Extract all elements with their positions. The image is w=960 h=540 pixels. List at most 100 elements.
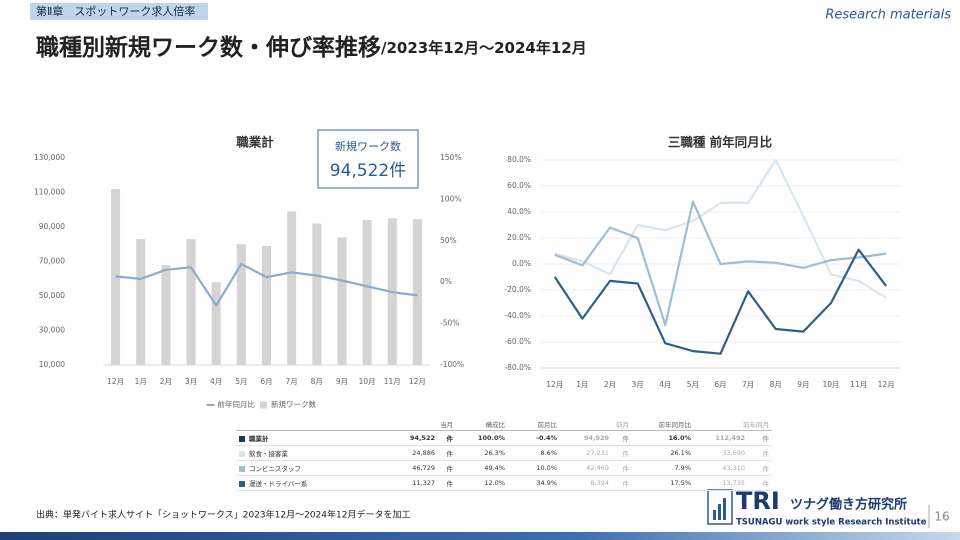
cell-text: 件 — [762, 465, 770, 473]
bar — [412, 219, 422, 365]
table-cell: 職業計 — [236, 430, 386, 446]
bar — [337, 237, 347, 365]
y-tick-label: -20.0% — [504, 285, 531, 294]
y-tick-label: 90,000 — [39, 222, 65, 231]
title: 職種別新規ワーク数・伸び率推移/2023年12月～2024年12月 — [36, 34, 587, 61]
cell-text: 49.4% — [484, 464, 505, 472]
table-cell: 43,310 — [694, 460, 748, 476]
bar — [287, 211, 297, 365]
th: 当月 — [386, 418, 456, 431]
table-cell: -0.4% — [508, 430, 560, 446]
table-cell: 42,469 — [560, 460, 612, 476]
x-tick-label: 10月 — [359, 377, 376, 386]
section-label: 第Ⅱ章 スポットワーク求人倍率 — [36, 4, 195, 18]
table-cell: 12.0% — [456, 475, 508, 491]
table-cell: 運送・ドライバー系 — [236, 475, 386, 491]
table-cell: 13,735 — [694, 475, 748, 491]
callout-label: 新規ワーク数 — [335, 139, 401, 153]
cell-text: 16.0% — [668, 434, 691, 442]
callout-value: 94,522件 — [330, 161, 406, 181]
x-tick-label: 6月 — [260, 377, 272, 386]
cell-text: 24,886 — [412, 449, 435, 457]
logo-en: TSUNAGU work style Research Institute — [736, 518, 927, 528]
x-tick-label: 8月 — [770, 380, 782, 389]
y2-tick-label: -50% — [440, 319, 459, 328]
cell-text: 11,327 — [412, 479, 435, 487]
table-cell: 件 — [748, 475, 772, 491]
cell-text: 26.3% — [484, 449, 505, 457]
table-cell: 16.0% — [632, 430, 694, 446]
x-tick-label: 12月 — [546, 380, 563, 389]
cell-text: コンビニスタッフ — [249, 465, 301, 473]
cell-text: 件 — [762, 435, 770, 443]
bar — [261, 245, 272, 365]
table-cell: 11,327 — [386, 475, 438, 491]
cell-text: 職業計 — [249, 435, 269, 443]
table-cell: 17.5% — [632, 475, 694, 491]
cell-text: 10.0% — [536, 464, 557, 472]
table-cell: 件 — [438, 475, 456, 491]
table-cell: 94,522 — [386, 430, 438, 446]
table-cell: 100.0% — [456, 430, 508, 446]
x-tick-label: 1月 — [135, 377, 147, 386]
table-cell: 件 — [748, 445, 772, 461]
y-tick-label: 10,000 — [39, 360, 65, 369]
title-period: /2023年12月～2024年12月 — [381, 39, 587, 57]
x-tick-label: 3月 — [632, 380, 644, 389]
cell-text: 43,310 — [722, 464, 745, 472]
x-tick-label: 9月 — [336, 377, 348, 386]
row-swatch — [239, 481, 245, 487]
cell-text: 7.9% — [674, 464, 691, 472]
legend-label: 前年同月比 — [218, 399, 256, 409]
table-cell: 24,886 — [386, 445, 438, 461]
x-tick-label: 4月 — [659, 380, 671, 389]
y2-tick-label: 0% — [440, 277, 452, 286]
table-header: 当月 構成比 前月比 前月 前年同月比 前年同月 — [236, 418, 772, 431]
line-series — [554, 200, 887, 327]
tag: Research materials — [825, 8, 951, 23]
chart-title: 三職種 前年同月比 — [668, 135, 773, 150]
logo-icon — [707, 489, 733, 525]
th: 前年同月 — [694, 418, 772, 431]
cell-text: 46,729 — [412, 464, 435, 472]
y2-tick-label: 50% — [440, 236, 457, 245]
x-tick-label: 10月 — [822, 380, 839, 389]
cell-text: 42,469 — [586, 464, 609, 472]
x-tick-label: 12月 — [409, 377, 426, 386]
x-tick-label: 2月 — [604, 380, 616, 389]
x-tick-label: 2月 — [160, 377, 172, 386]
x-tick-label: 11月 — [384, 377, 401, 386]
y-tick-label: -60.0% — [504, 337, 531, 346]
cell-text: 94,929 — [583, 434, 609, 442]
bar — [211, 282, 221, 365]
cell-text: 8,394 — [590, 479, 609, 487]
cell-text: 100.0% — [477, 434, 505, 442]
cell-text: 飲食・接客業 — [249, 450, 288, 458]
x-tick-label: 7月 — [742, 380, 754, 389]
y-tick-label: 30,000 — [39, 326, 65, 335]
table-cell: 件 — [612, 475, 632, 491]
bar — [136, 239, 146, 365]
cell-text: 件 — [446, 480, 454, 488]
y-tick-label: 40.0% — [507, 207, 531, 216]
table-cell: 33,690 — [694, 445, 748, 461]
table-cell: 46,729 — [386, 460, 438, 476]
logo-text: TRI — [736, 487, 780, 515]
table-cell: 件 — [438, 430, 456, 446]
row-swatch — [239, 466, 245, 472]
table-cell: 94,929 — [560, 430, 612, 446]
table-cell: 件 — [612, 430, 632, 446]
callout-box — [317, 129, 419, 189]
x-tick-label: 12月 — [107, 377, 124, 386]
cell-text: 94,522 — [409, 434, 435, 442]
summary-table: 当月 構成比 前月比 前月 前年同月比 前年同月 職業計 94,522 件 100.0… — [236, 418, 772, 491]
y-tick-label: 110,000 — [34, 188, 65, 197]
cell-text: -0.4% — [536, 434, 557, 442]
bar — [312, 223, 322, 365]
y-tick-label: 60.0% — [507, 181, 531, 190]
x-tick-label: 1月 — [576, 380, 588, 389]
logo-name: ツナグ働き方研究所 — [790, 497, 907, 513]
y-tick-label: 0.0% — [512, 259, 531, 268]
cell-text: 件 — [622, 480, 630, 488]
cell-text: 件 — [446, 435, 454, 443]
